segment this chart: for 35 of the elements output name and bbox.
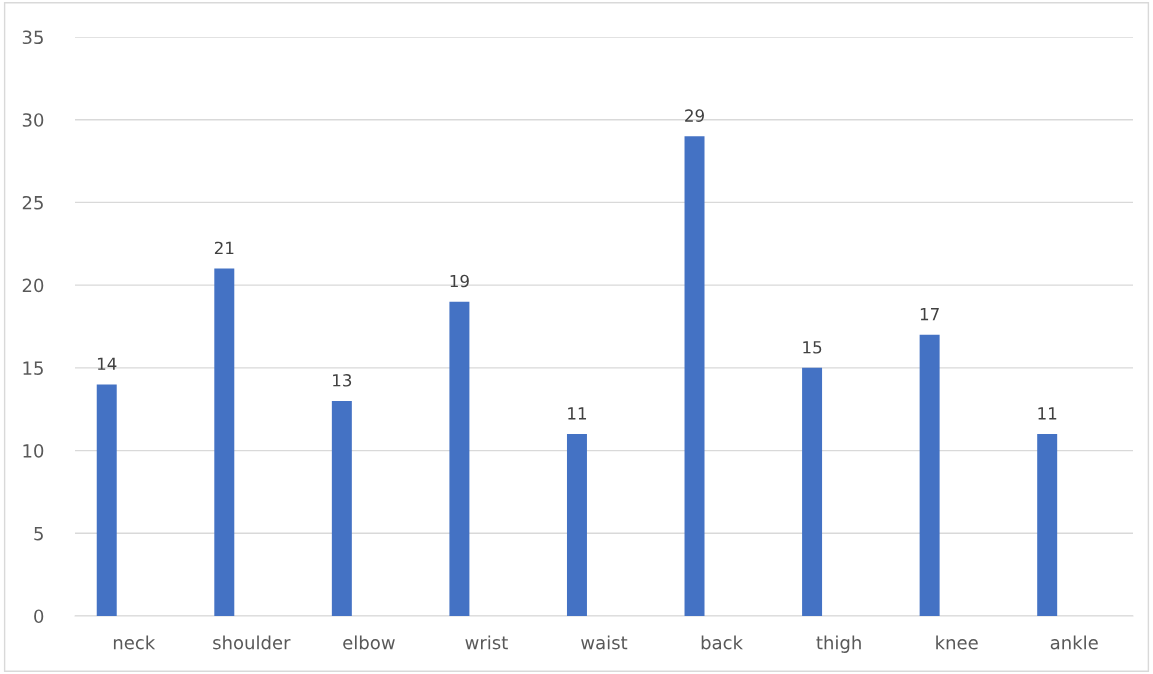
y-tick-label: 35	[22, 30, 43, 45]
x-tick-label: elbow	[343, 635, 395, 650]
bar	[331, 400, 352, 616]
bar	[919, 334, 940, 616]
data-label: 13	[333, 374, 352, 387]
data-label: 15	[803, 341, 822, 354]
y-tick-label: 0	[34, 609, 44, 624]
bar	[96, 384, 117, 616]
data-label: 29	[685, 109, 704, 122]
x-tick-label: knee	[936, 635, 978, 650]
x-tick-label: wrist	[465, 635, 508, 650]
x-tick-label: back	[701, 635, 743, 650]
y-tick-label: 20	[22, 278, 44, 293]
data-label: 11	[1038, 407, 1057, 420]
y-tick-label: 5	[34, 526, 43, 541]
bar	[449, 301, 470, 616]
bar	[684, 136, 705, 616]
x-tick-label: ankle	[1050, 635, 1098, 650]
bar	[802, 367, 823, 616]
y-tick-label: 25	[22, 195, 43, 210]
bar	[1037, 434, 1058, 616]
y-tick-label: 10	[23, 444, 44, 458]
data-label: 21	[214, 241, 234, 255]
data-label: 14	[97, 357, 117, 370]
bar	[214, 268, 235, 616]
data-label: 11	[568, 407, 587, 420]
x-tick-label: waist	[581, 635, 628, 650]
data-label: 17	[920, 308, 939, 321]
x-tick-label: neck	[113, 635, 156, 650]
x-tick-label: thigh	[816, 635, 861, 653]
data-label: 19	[450, 274, 469, 288]
y-tick-label: 30	[22, 113, 44, 127]
bar	[566, 434, 587, 616]
x-tick-label: shoulder	[213, 635, 291, 650]
y-tick-label: 15	[23, 361, 43, 375]
